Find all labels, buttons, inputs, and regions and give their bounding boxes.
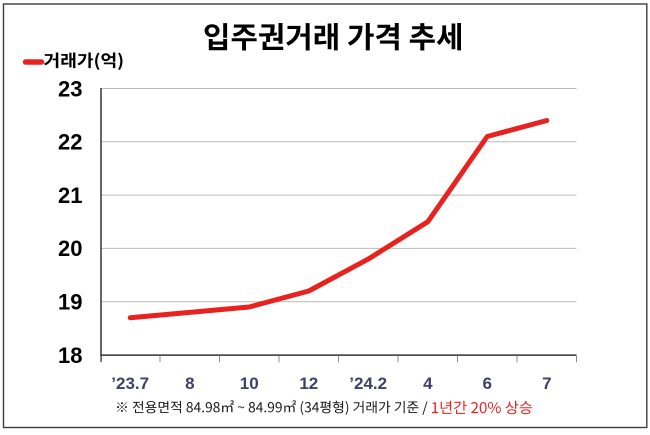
svg-text:8: 8: [185, 374, 194, 393]
svg-text:6: 6: [482, 374, 491, 393]
svg-text:’23.7: ’23.7: [111, 374, 149, 393]
svg-text:12: 12: [299, 374, 318, 393]
svg-text:’24.2: ’24.2: [349, 374, 387, 393]
svg-text:20: 20: [58, 236, 82, 261]
svg-text:22: 22: [58, 130, 82, 155]
svg-text:4: 4: [423, 374, 433, 393]
svg-text:18: 18: [58, 343, 82, 368]
svg-text:21: 21: [58, 183, 82, 208]
svg-text:19: 19: [58, 290, 82, 315]
svg-text:7: 7: [542, 374, 551, 393]
svg-text:23: 23: [58, 76, 82, 101]
svg-text:10: 10: [240, 374, 259, 393]
